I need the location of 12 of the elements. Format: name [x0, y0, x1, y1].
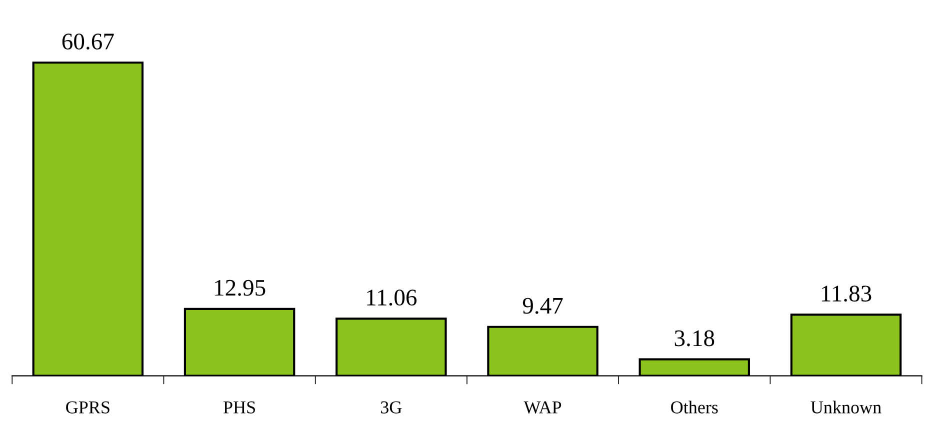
- x-tick-label: Others: [671, 400, 718, 414]
- data-label: 12.95: [215, 280, 266, 296]
- data-label: 9.47: [522, 298, 563, 314]
- data-label: 3.18: [674, 330, 714, 346]
- x-tick-label: WAP: [524, 401, 562, 414]
- x-tick-label: PHS: [224, 401, 255, 414]
- data-label: 11.06: [367, 290, 417, 306]
- data-label: 11.83: [822, 286, 872, 302]
- x-tick-label: 3G: [380, 401, 402, 414]
- data-label: 60.67: [62, 34, 114, 50]
- x-tick-label: Unknown: [810, 400, 882, 414]
- x-tick-label: GPRS: [66, 401, 110, 414]
